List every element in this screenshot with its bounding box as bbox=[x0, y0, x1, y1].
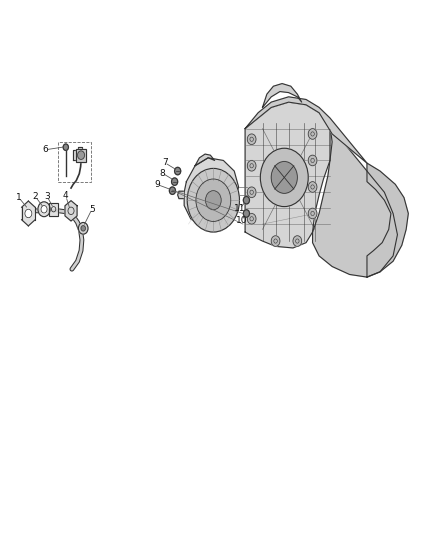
Circle shape bbox=[260, 148, 308, 207]
Circle shape bbox=[170, 187, 176, 195]
Circle shape bbox=[175, 167, 181, 175]
Polygon shape bbox=[313, 126, 397, 277]
Ellipse shape bbox=[81, 225, 85, 231]
Circle shape bbox=[247, 160, 256, 171]
Circle shape bbox=[25, 209, 32, 217]
Polygon shape bbox=[195, 154, 215, 166]
Circle shape bbox=[63, 144, 68, 150]
Circle shape bbox=[172, 178, 178, 185]
Text: 6: 6 bbox=[42, 146, 48, 155]
Text: 2: 2 bbox=[32, 192, 38, 201]
Circle shape bbox=[247, 187, 256, 198]
Circle shape bbox=[308, 128, 317, 139]
Circle shape bbox=[244, 210, 250, 217]
Text: 3: 3 bbox=[44, 192, 50, 201]
Polygon shape bbox=[178, 191, 184, 199]
Circle shape bbox=[308, 155, 317, 166]
Bar bbox=[58, 142, 91, 182]
Circle shape bbox=[271, 236, 280, 246]
Text: 9: 9 bbox=[154, 180, 159, 189]
Ellipse shape bbox=[78, 222, 88, 234]
Circle shape bbox=[38, 202, 50, 216]
Polygon shape bbox=[21, 201, 35, 226]
Polygon shape bbox=[184, 158, 239, 227]
Circle shape bbox=[196, 179, 231, 221]
Polygon shape bbox=[245, 102, 332, 248]
Circle shape bbox=[308, 182, 317, 192]
Circle shape bbox=[41, 206, 47, 213]
Polygon shape bbox=[262, 84, 302, 108]
Bar bbox=[76, 149, 86, 161]
Polygon shape bbox=[367, 163, 408, 277]
Circle shape bbox=[244, 197, 250, 204]
Circle shape bbox=[293, 236, 302, 246]
Text: 10: 10 bbox=[236, 216, 247, 225]
Circle shape bbox=[187, 168, 240, 232]
Polygon shape bbox=[245, 97, 367, 163]
Bar bbox=[76, 149, 86, 161]
Circle shape bbox=[78, 151, 85, 159]
Circle shape bbox=[205, 191, 221, 210]
Text: 8: 8 bbox=[159, 168, 165, 177]
Circle shape bbox=[247, 214, 256, 224]
Text: 5: 5 bbox=[89, 205, 95, 214]
Polygon shape bbox=[65, 200, 77, 221]
Circle shape bbox=[308, 208, 317, 219]
Circle shape bbox=[271, 161, 297, 193]
Bar bbox=[49, 203, 58, 216]
Text: 4: 4 bbox=[63, 191, 69, 200]
Text: 7: 7 bbox=[162, 158, 167, 167]
Bar bbox=[49, 203, 58, 216]
Circle shape bbox=[247, 134, 256, 144]
Text: 11: 11 bbox=[234, 204, 246, 213]
Text: 1: 1 bbox=[16, 193, 21, 202]
Polygon shape bbox=[73, 147, 82, 160]
